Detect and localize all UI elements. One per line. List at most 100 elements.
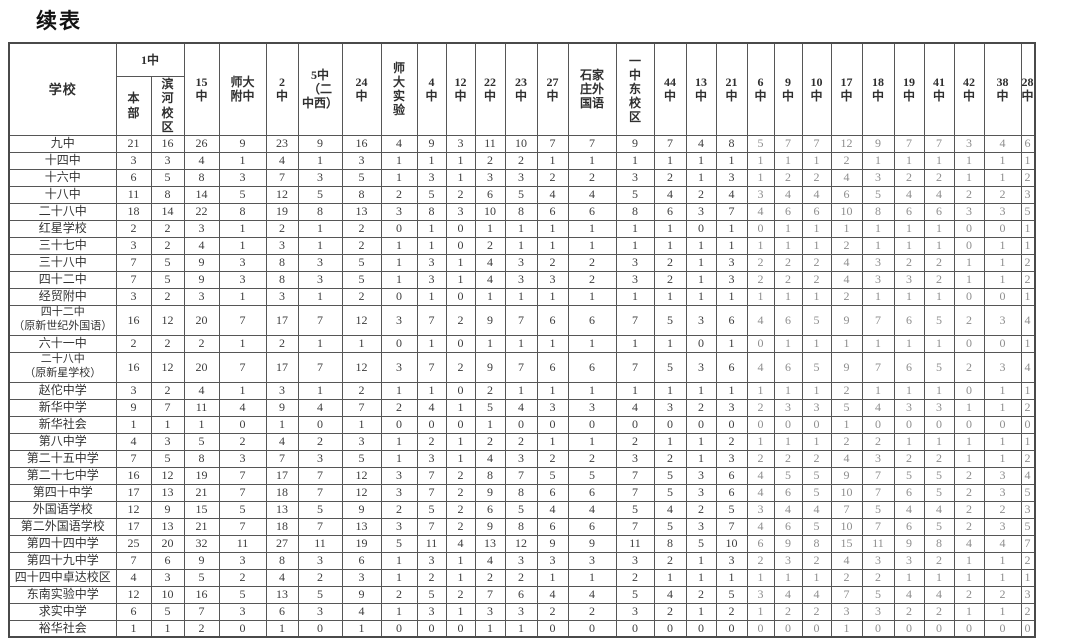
value-cell: 9	[615, 134, 655, 153]
value-cell: 7	[567, 134, 617, 153]
value-cell: 0	[536, 415, 569, 434]
value-cell: 6	[567, 351, 617, 383]
value-cell: 5	[801, 351, 832, 383]
value-cell: 3	[445, 202, 476, 221]
sub-column-header-1: 滨 河 校 区	[150, 75, 185, 136]
value-cell: 6	[567, 202, 617, 221]
value-cell: 0	[746, 415, 775, 434]
value-cell: 5	[746, 134, 775, 153]
table-row-6: 三十七中 3 2 4 1 3 1 2 1 1 0 2 1 1 1 1 1 1 1 1 1 1 2 1 1 1 0 1 1	[8, 236, 1035, 255]
value-cell: 4	[830, 449, 863, 468]
value-cell: 11	[183, 398, 220, 417]
value-cell: 7	[504, 351, 538, 383]
value-cell: 1	[416, 334, 447, 353]
value-cell: 9	[150, 500, 185, 519]
value-cell: 3	[504, 253, 538, 272]
value-cell: 8	[265, 270, 299, 289]
value-cell: 7	[297, 304, 343, 336]
value-cell: 7	[715, 517, 748, 536]
value-cell: 8	[801, 534, 832, 553]
value-cell: 4	[653, 500, 687, 519]
value-cell: 1	[953, 253, 985, 272]
value-cell: 9	[474, 351, 506, 383]
school-name: 第四十四中学	[8, 534, 117, 553]
school-name: 第二十五中学	[8, 449, 117, 468]
value-cell: 2	[653, 168, 687, 187]
value-cell: 3	[685, 351, 717, 383]
value-cell: 5	[416, 585, 447, 604]
value-cell: 1	[923, 568, 955, 587]
table-row-5: 红星学校 2 2 3 1 2 1 2 0 1 0 1 1 1 1 1 1 0 1 0 1 1 1 1 1 1 0 0 1	[8, 219, 1035, 238]
value-cell: 13	[474, 534, 506, 553]
value-cell: 3	[983, 351, 1022, 383]
value-cell: 1	[567, 287, 617, 306]
value-cell: 1	[445, 449, 476, 468]
value-cell: 12	[115, 585, 152, 604]
value-cell: 2	[474, 432, 506, 451]
value-cell: 7	[536, 134, 569, 153]
value-cell: 7	[615, 517, 655, 536]
value-cell: 0	[445, 334, 476, 353]
value-cell: 1	[746, 568, 775, 587]
value-cell: 2	[801, 449, 832, 468]
value-cell: 1	[685, 168, 717, 187]
value-cell: 1	[297, 151, 343, 170]
value-cell: 3	[218, 602, 267, 621]
value-cell: 6	[893, 304, 925, 336]
value-cell: 7	[416, 466, 447, 485]
table-row-18: 第二十七中学 16 12 19 7 17 7 12 3 7 2 8 7 5 5 7 5 3 6 4 5 5 9 7 5 5 2 3 4	[8, 466, 1035, 485]
value-cell: 2	[830, 432, 863, 451]
value-cell: 13	[341, 517, 382, 536]
value-cell: 2	[445, 500, 476, 519]
value-cell: 2	[746, 253, 775, 272]
value-cell: 1	[380, 168, 418, 187]
value-cell: 20	[183, 351, 220, 383]
value-cell: 1	[653, 236, 687, 255]
value-cell: 3	[746, 185, 775, 204]
value-cell: 1	[536, 334, 569, 353]
value-cell: 2	[1020, 398, 1035, 417]
value-cell: 9	[474, 517, 506, 536]
value-cell: 1	[474, 619, 506, 638]
value-cell: 1	[150, 415, 185, 434]
value-cell: 4	[773, 585, 803, 604]
value-cell: 9	[297, 134, 343, 153]
value-cell: 0	[861, 619, 895, 638]
value-cell: 11	[115, 185, 152, 204]
value-cell: 1	[983, 551, 1022, 570]
value-cell: 3	[536, 270, 569, 289]
value-cell: 11	[615, 534, 655, 553]
column-header-21: 19 中	[893, 42, 925, 136]
value-cell: 2	[297, 568, 343, 587]
value-cell: 1	[746, 151, 775, 170]
value-cell: 2	[567, 270, 617, 289]
value-cell: 1	[861, 287, 895, 306]
value-cell: 9	[341, 500, 382, 519]
value-cell: 4	[830, 270, 863, 289]
value-cell: 0	[297, 619, 343, 638]
value-cell: 1	[341, 334, 382, 353]
value-cell: 2	[983, 185, 1022, 204]
value-cell: 0	[416, 415, 447, 434]
value-cell: 5	[150, 253, 185, 272]
value-cell: 6	[715, 466, 748, 485]
value-cell: 0	[536, 619, 569, 638]
value-cell: 2	[380, 500, 418, 519]
value-cell: 5	[150, 449, 185, 468]
value-cell: 1	[893, 432, 925, 451]
school-name: 新华社会	[8, 415, 117, 434]
value-cell: 0	[893, 619, 925, 638]
value-cell: 0	[861, 415, 895, 434]
value-cell: 3	[715, 449, 748, 468]
value-cell: 3	[115, 381, 152, 400]
value-cell: 2	[504, 432, 538, 451]
value-cell: 1	[504, 219, 538, 238]
value-cell: 9	[183, 551, 220, 570]
value-cell: 3	[115, 287, 152, 306]
value-cell: 0	[297, 415, 343, 434]
value-cell: 7	[218, 466, 267, 485]
value-cell: 1	[567, 568, 617, 587]
value-cell: 2	[536, 168, 569, 187]
value-cell: 0	[504, 415, 538, 434]
value-cell: 1	[1020, 334, 1035, 353]
